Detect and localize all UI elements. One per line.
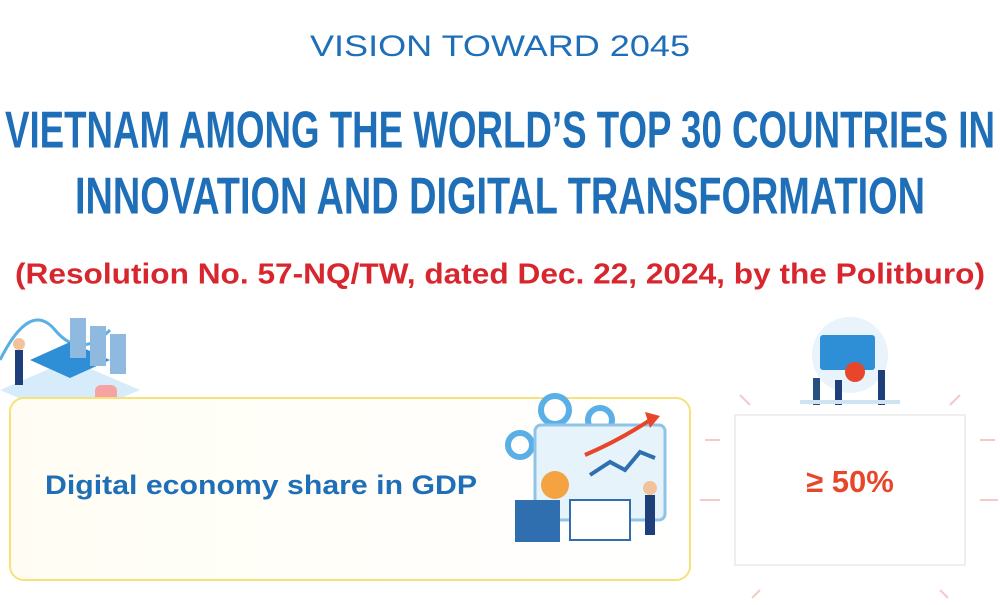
dashboard-illustration (505, 393, 667, 542)
subtitle: (Resolution No. 57-NQ/TW, dated Dec. 22,… (15, 259, 985, 291)
target-value: ≥ 50% (806, 464, 894, 499)
target-label: Digital economy share in GDP (45, 470, 477, 500)
kicker: VISION TOWARD 2045 (310, 30, 690, 63)
sparkles (700, 394, 998, 599)
title-line: INNOVATION AND DIGITAL TRANSFORMATION (75, 168, 925, 226)
team-illustration (800, 317, 900, 405)
value-box (734, 414, 966, 566)
title-line: VIETNAM AMONG THE WORLD’S TOP 30 COUNTRI… (5, 102, 995, 160)
